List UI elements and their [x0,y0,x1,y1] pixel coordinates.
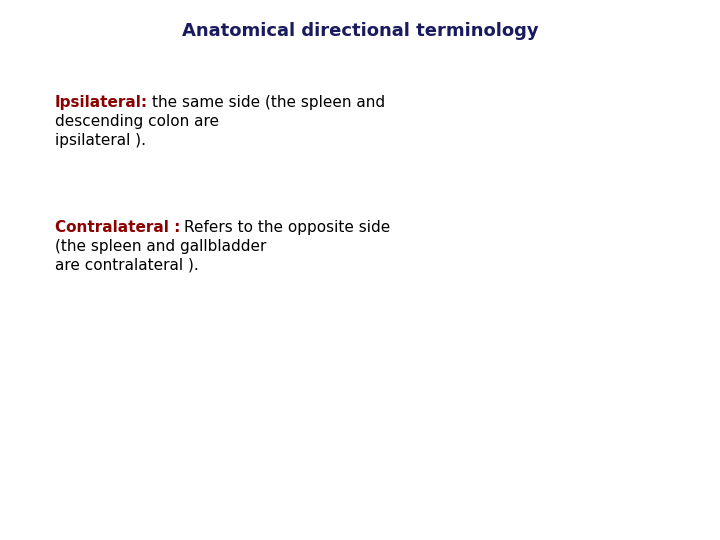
Text: the same side (the spleen and: the same side (the spleen and [152,95,385,110]
Text: Contralateral :: Contralateral : [55,220,181,235]
Text: are contralateral ).: are contralateral ). [55,258,199,273]
Text: Ipsilateral:: Ipsilateral: [55,95,148,110]
Text: descending colon are: descending colon are [55,114,219,129]
Text: ipsilateral ).: ipsilateral ). [55,133,146,148]
Text: Anatomical directional terminology: Anatomical directional terminology [181,22,539,40]
Text: Refers to the opposite side: Refers to the opposite side [184,220,391,235]
Text: (the spleen and gallbladder: (the spleen and gallbladder [55,239,266,254]
